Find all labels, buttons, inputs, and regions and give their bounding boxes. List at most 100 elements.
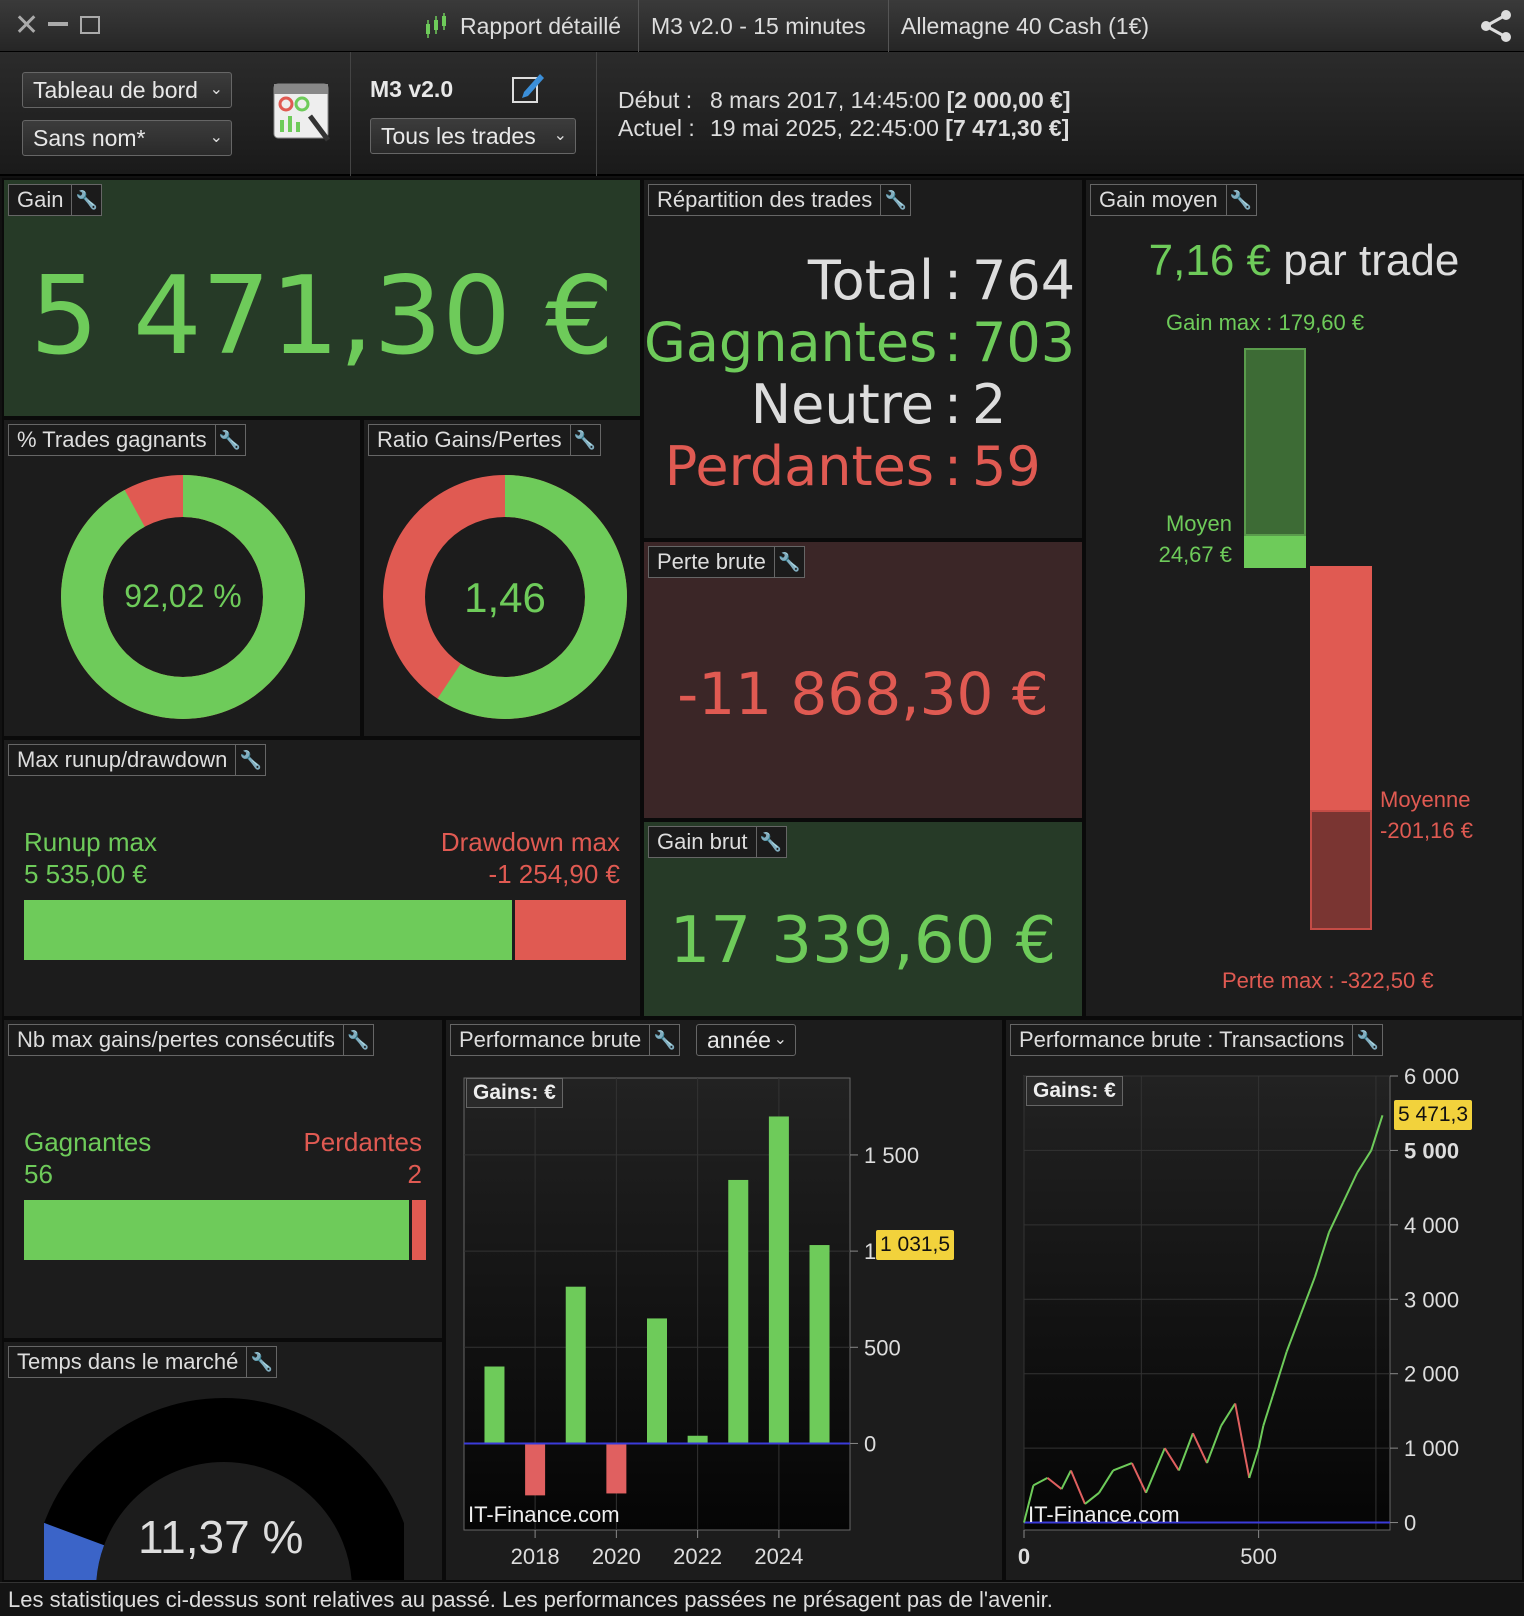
maximize-icon[interactable]: [80, 16, 100, 34]
time-in-market-panel: Temps dans le marché 🔧 11,37 %: [2, 1340, 444, 1582]
max-loss-bar: [1310, 810, 1372, 930]
gain-panel: Gain 🔧 5 471,30 €: [2, 178, 642, 418]
bar: [565, 1286, 586, 1444]
watermark: IT-Finance.com: [468, 1502, 620, 1527]
gross-loss-panel: Perte brute 🔧 -11 868,30 €: [642, 540, 1084, 820]
name-select[interactable]: Sans nom* ⌄: [22, 120, 232, 156]
runup-bar: [24, 900, 515, 960]
equity-segment: [1356, 1149, 1373, 1174]
gross-gain-value: 17 339,60 €: [669, 904, 1057, 978]
strategy-name: M3 v2.0: [370, 76, 454, 102]
x-tick-label: 2024: [754, 1544, 803, 1569]
avg-value: 24,67 €: [1158, 542, 1232, 567]
equity-segment: [1023, 1485, 1035, 1523]
equity-segment: [1131, 1462, 1147, 1494]
wrench-icon[interactable]: 🔧: [235, 745, 265, 775]
period-select[interactable]: année ⌄: [696, 1024, 796, 1056]
consecutive-title: Nb max gains/pertes consécutifs: [17, 1027, 335, 1052]
y-tick-label: 0: [864, 1431, 876, 1456]
y-tick-label: 3 000: [1404, 1287, 1459, 1312]
trades-filter-select[interactable]: Tous les trades ⌄: [370, 118, 576, 154]
equity-segment: [1342, 1172, 1359, 1203]
equity-segment: [1328, 1202, 1344, 1233]
gauge-fill: [44, 1522, 105, 1580]
perf-tx-panel: Performance brute : Transactions 🔧 6 000 5…: [1004, 1018, 1524, 1582]
panel-title: Répartition des trades 🔧: [648, 184, 912, 216]
losers-label: Perdantes: [664, 435, 934, 498]
last-value-label: 1 031,5: [876, 1230, 955, 1261]
avg-gain-title: Gain moyen: [1099, 187, 1218, 212]
name-select-value: Sans nom*: [33, 125, 146, 151]
wrench-icon[interactable]: 🔧: [1225, 185, 1256, 215]
minimize-icon[interactable]: [48, 22, 68, 26]
perf-tx-chart: 6 000 5 000 4 000 3 000 2 000 1 000 0 0 500: [1018, 1064, 1459, 1569]
wrench-icon[interactable]: 🔧: [342, 1025, 373, 1055]
win-pct-title: % Trades gagnants: [17, 427, 207, 452]
max-gain-label: Gain max : 179,60 €: [1166, 310, 1365, 335]
equity-segment: [1098, 1469, 1114, 1494]
current-row: Actuel : 19 mai 2025, 22:45:00 [7 471,30 …: [618, 114, 1071, 142]
equity-segment: [1285, 1313, 1302, 1352]
x-tick-label: 2018: [511, 1544, 560, 1569]
avg-gain-bar: [1244, 536, 1306, 568]
wrench-icon[interactable]: 🔧: [880, 185, 910, 215]
drawdown-block: Drawdown max -1 254,90 €: [441, 826, 620, 890]
equity-segment: [1234, 1403, 1251, 1479]
last-value-label: 5 471,3: [1394, 1100, 1473, 1131]
wrench-icon[interactable]: 🔧: [755, 827, 786, 857]
share-icon[interactable]: [1478, 8, 1514, 49]
wrench-icon[interactable]: 🔧: [569, 425, 600, 455]
start-value: [2 000,00 €]: [946, 87, 1071, 113]
wrench-icon[interactable]: 🔧: [1352, 1025, 1382, 1055]
equity-segment: [1299, 1276, 1316, 1315]
equity-segment: [1370, 1115, 1384, 1151]
equity-segment: [1271, 1351, 1288, 1397]
y-tick-label: 4 000: [1404, 1213, 1459, 1238]
avg-gain-panel: Gain moyen 🔧 7,16 € par trade Gain max : …: [1084, 178, 1524, 1018]
gross-gain-panel: Gain brut 🔧 17 339,60 €: [642, 820, 1084, 1018]
panel-title: Temps dans le marché 🔧: [8, 1346, 278, 1378]
panel-title: Performance brute : Transactions 🔧: [1010, 1024, 1384, 1056]
avg-gain-headline: 7,16 € par trade: [1086, 236, 1522, 286]
separator: :: [943, 373, 963, 436]
plot-area: [463, 1077, 851, 1531]
chevron-down-icon: ⌄: [209, 81, 223, 98]
consecutive-loss-value: 2: [407, 1159, 422, 1189]
wrench-icon[interactable]: 🔧: [246, 1347, 276, 1377]
ratio-value: 1,46: [464, 574, 546, 621]
drawdown-label: Drawdown max: [440, 827, 620, 857]
total-value: 764: [972, 249, 1076, 312]
runup-title: Max runup/drawdown: [17, 747, 228, 772]
wrench-icon[interactable]: 🔧: [71, 185, 101, 215]
max-gain-bar: [1244, 348, 1306, 536]
strategy-title: M3 v2.0 - 15 minutes: [638, 0, 866, 52]
win-pct-panel: % Trades gagnants 🔧 92,02 %: [2, 418, 362, 738]
strategy-settings-icon[interactable]: [272, 80, 334, 149]
panel-title: % Trades gagnants 🔧: [8, 424, 246, 456]
wrench-icon[interactable]: 🔧: [773, 547, 804, 577]
y-tick-label: 6 000: [1404, 1064, 1459, 1089]
dashboard-select[interactable]: Tableau de bord ⌄: [22, 72, 232, 108]
bar: [647, 1318, 667, 1444]
avg-gain-bar-label: Moyen 24,67 €: [1116, 508, 1232, 570]
gross-loss-title: Perte brute: [657, 549, 766, 574]
avg-loss-value: -201,16 €: [1380, 818, 1473, 843]
runup-value: 5 535,00 €: [24, 859, 147, 889]
dashboard-select-value: Tableau de bord: [33, 77, 198, 103]
wrench-icon[interactable]: 🔧: [649, 1025, 679, 1055]
win-pct-donut: [61, 475, 305, 719]
report-label: Rapport détaillé: [460, 13, 622, 39]
equity-segment: [1192, 1432, 1208, 1464]
period-info: Début : 8 mars 2017, 14:45:00 [2 000,00 €…: [618, 86, 1071, 142]
consecutive-loss-block: Perdantes 2: [303, 1126, 422, 1190]
equity-segment: [1206, 1425, 1223, 1464]
gain-value: 5 471,30 €: [30, 254, 614, 379]
close-icon[interactable]: ✕: [14, 9, 40, 42]
edit-icon[interactable]: [510, 70, 546, 111]
wrench-icon[interactable]: 🔧: [214, 425, 245, 455]
equity-segment: [1220, 1402, 1236, 1427]
bar: [809, 1245, 830, 1444]
avg-label: Moyen: [1165, 511, 1232, 536]
consecutive-win-bar: [24, 1200, 413, 1260]
